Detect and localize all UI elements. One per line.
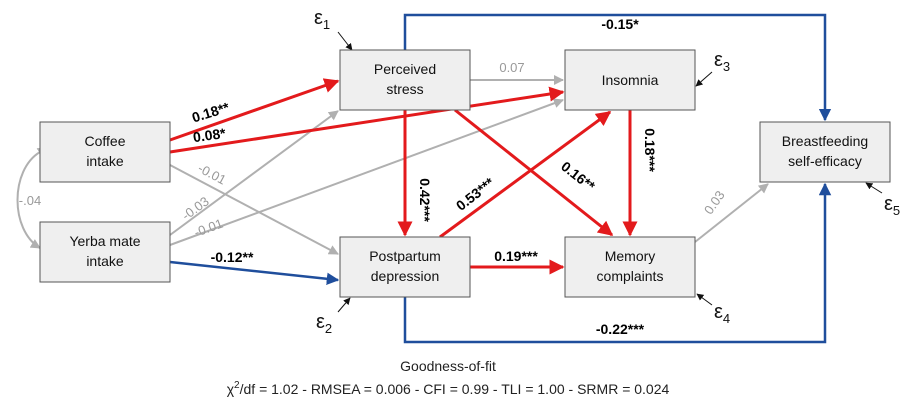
fit-text: /df = 1.02 - RMSEA = 0.006 - CFI = 0.99 … [240, 381, 670, 397]
node-label: Perceived [374, 61, 436, 77]
error-arrow [337, 297, 351, 313]
edge-label: 0.03 [701, 188, 728, 217]
node-label: intake [86, 153, 124, 169]
error-symbol: ε [714, 301, 723, 323]
error-term: ε4 [714, 301, 730, 326]
edge-label: -0.03 [179, 194, 212, 224]
edge [694, 183, 769, 243]
node-label: intake [86, 253, 124, 269]
edge-label: 0.18*** [642, 128, 658, 172]
edge-label: 0.07 [499, 60, 524, 75]
error-symbol: ε [314, 7, 323, 29]
error-symbol: ε [884, 193, 893, 215]
nodes: Coffee intake Yerba mate intake Perceive… [39, 49, 891, 298]
fit-chi: χ [227, 381, 235, 397]
node-label: Coffee [85, 133, 126, 149]
node-label: Yerba mate [69, 233, 140, 249]
error-symbol: ε [714, 49, 723, 71]
node-box [564, 49, 696, 111]
edge [169, 260, 340, 286]
node-box [339, 49, 471, 111]
edge [403, 182, 832, 344]
error-arrow [696, 293, 713, 306]
node-box [564, 236, 696, 298]
error-index: 1 [323, 17, 330, 32]
error-terms: ε1 ε2 ε3 ε4 ε5 [314, 7, 900, 336]
node-label: Memory [605, 248, 656, 264]
edge [16, 147, 48, 249]
node-label: self-efficacy [788, 153, 862, 169]
edge [403, 13, 832, 122]
node-box [39, 121, 171, 183]
error-index: 4 [723, 311, 730, 326]
edge-label: 0.42*** [417, 178, 433, 222]
error-arrow [337, 31, 353, 51]
error-symbol: ε [316, 311, 325, 333]
edge-label: -0.01 [196, 160, 229, 187]
edge [439, 110, 612, 239]
error-term: ε5 [884, 193, 900, 218]
edge-label: -0.15* [601, 16, 639, 32]
fit-stats: χ2/df = 1.02 - RMSEA = 0.006 - CFI = 0.9… [227, 380, 670, 397]
edge-label: 0.53*** [453, 174, 498, 214]
node-label: Postpartum [369, 248, 441, 264]
goodness-of-fit: Goodness-of-fit χ2/df = 1.02 - RMSEA = 0… [227, 358, 670, 397]
edge [169, 98, 564, 246]
node-box [759, 121, 891, 183]
error-term: ε1 [314, 7, 330, 32]
fit-sup: 2 [234, 380, 240, 391]
edge [169, 78, 340, 142]
error-index: 2 [325, 321, 332, 336]
error-index: 3 [723, 59, 730, 74]
node-label: complaints [597, 268, 664, 284]
node-label: Insomnia [602, 72, 659, 88]
error-term: ε2 [316, 311, 332, 336]
node-box [339, 236, 471, 298]
error-arrow [695, 71, 713, 87]
edge [169, 164, 339, 255]
node-box [39, 221, 171, 283]
node-label: stress [386, 81, 423, 97]
edge-label: -0.22*** [596, 321, 645, 337]
error-index: 5 [893, 203, 900, 218]
edge-label: -0.12** [211, 249, 254, 265]
node-label: depression [371, 268, 440, 284]
edge [454, 108, 614, 237]
error-term: ε3 [714, 49, 730, 74]
node-label: Breastfeeding [782, 133, 868, 149]
edges [16, 13, 883, 344]
edge-label: 0.08* [192, 125, 227, 145]
error-arrow [865, 182, 883, 194]
edge-label: -0.01 [192, 216, 225, 240]
edge-label: 0.16** [558, 158, 598, 194]
edge-label: 0.19*** [494, 248, 538, 264]
fit-title: Goodness-of-fit [400, 358, 496, 374]
edge-label: -.04 [19, 193, 41, 208]
edge [169, 86, 565, 154]
